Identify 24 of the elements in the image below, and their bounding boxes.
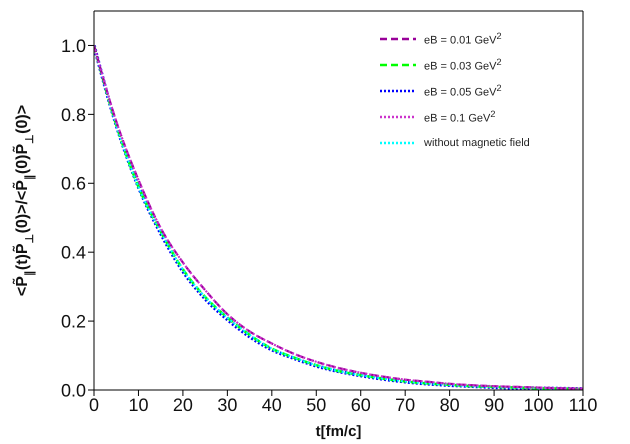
- x-tick-label: 40: [262, 394, 282, 415]
- x-tick-label: 20: [172, 394, 193, 415]
- legend-label: without magnetic field: [424, 137, 530, 149]
- legend-label: eB = 0.03 GeV$^{2}$: [424, 57, 502, 73]
- x-tick-label: 0: [88, 394, 100, 415]
- x-axis-title: t[fm/c]: [316, 423, 362, 440]
- y-tick-label: 1.0: [60, 36, 86, 56]
- y-tick-label: 0.8: [60, 104, 86, 125]
- x-tick-label: 90: [484, 394, 504, 415]
- x-tick-label: 10: [128, 394, 148, 415]
- y-tick-label: 0.6: [60, 174, 86, 194]
- x-tick-label: 110: [568, 394, 598, 415]
- legend-label: eB = 0.1 GeV$^{2}$: [424, 109, 496, 125]
- x-tick-label: 60: [350, 394, 371, 415]
- x-tick-label: 80: [440, 394, 460, 415]
- x-tick-label: 100: [524, 394, 554, 415]
- y-tick-label: 0.4: [60, 242, 86, 263]
- x-tick-label: 30: [217, 394, 238, 415]
- y-tick-label: 0.2: [60, 311, 86, 332]
- legend-label: eB = 0.05 GeV$^{2}$: [424, 83, 502, 99]
- x-tick-label: 50: [306, 394, 326, 415]
- y-tick-label: 0.0: [60, 380, 86, 400]
- legend-label: eB = 0.01 GeV$^{2}$: [424, 31, 502, 47]
- x-tick-label: 70: [395, 394, 416, 415]
